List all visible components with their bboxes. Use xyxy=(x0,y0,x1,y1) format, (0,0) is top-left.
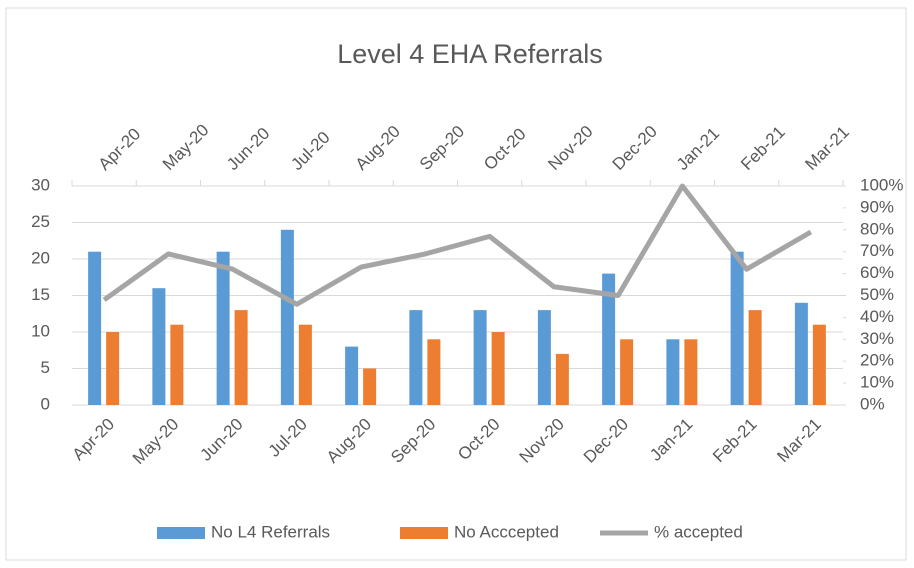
bar xyxy=(409,310,423,405)
bar xyxy=(748,310,762,405)
bar xyxy=(170,324,184,405)
bar xyxy=(491,332,505,405)
y-tick-label: 30 xyxy=(31,175,50,194)
bar xyxy=(812,324,826,405)
bar xyxy=(427,339,441,405)
y-tick-label: 20 xyxy=(31,248,50,267)
bar xyxy=(730,251,744,405)
legend-label: % accepted xyxy=(654,522,743,541)
bar xyxy=(363,368,377,405)
bar xyxy=(620,339,634,405)
chart-border xyxy=(5,7,907,561)
y-tick-label: 5 xyxy=(41,358,50,377)
legend-label: No L4 Referrals xyxy=(211,522,330,541)
y2-tick-label: 50% xyxy=(860,285,894,304)
y-tick-label: 0 xyxy=(41,394,50,413)
y2-tick-label: 40% xyxy=(860,307,894,326)
legend-swatch xyxy=(400,527,448,539)
bar xyxy=(345,346,359,405)
bar xyxy=(234,310,248,405)
y-tick-label: 10 xyxy=(31,321,50,340)
y2-tick-label: 30% xyxy=(860,329,894,348)
bar xyxy=(280,229,294,405)
bar xyxy=(794,302,808,405)
y2-tick-label: 20% xyxy=(860,351,894,370)
chart-title: Level 4 EHA Referrals xyxy=(337,39,603,69)
line xyxy=(102,183,813,307)
bar xyxy=(216,251,230,405)
bar xyxy=(684,339,698,405)
bar xyxy=(473,310,487,405)
y2-tick-label: 0% xyxy=(860,394,885,413)
legend-swatch xyxy=(157,527,205,539)
y2-tick-label: 80% xyxy=(860,219,894,238)
y2-tick-label: 70% xyxy=(860,241,894,260)
bar xyxy=(88,251,102,405)
bar xyxy=(106,332,120,405)
y-tick-label: 15 xyxy=(31,285,50,304)
bar xyxy=(666,339,680,405)
bar xyxy=(298,324,312,405)
bar xyxy=(555,353,569,405)
bar xyxy=(152,288,166,405)
y2-tick-label: 60% xyxy=(860,263,894,282)
y2-tick-label: 100% xyxy=(860,175,903,194)
y2-tick-label: 90% xyxy=(860,197,894,216)
bar xyxy=(537,310,551,405)
bar xyxy=(602,273,616,405)
legend-label: No Acccepted xyxy=(454,522,559,541)
y2-tick-label: 10% xyxy=(860,373,894,392)
y-tick-label: 25 xyxy=(31,212,50,231)
